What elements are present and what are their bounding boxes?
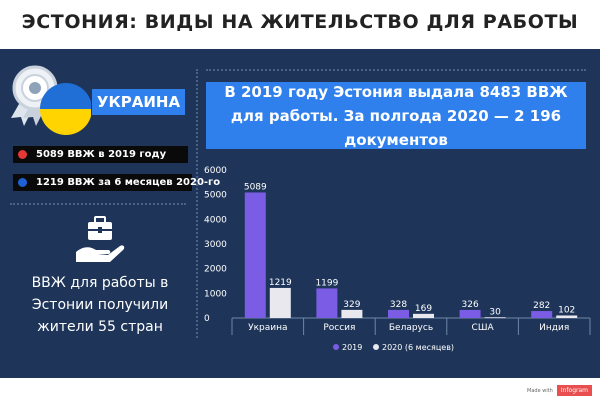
y-tick-label: 5000 — [204, 191, 227, 201]
data-label: 328 — [390, 300, 407, 310]
stat-2019-pill: 5089 ВВЖ в 2019 году — [13, 146, 188, 163]
bar-2020 (6 месяцев) — [341, 309, 363, 318]
data-label: 326 — [462, 300, 479, 310]
data-label: 282 — [533, 301, 550, 311]
legend-label: 2020 (6 месяцев) — [382, 343, 454, 352]
legend-marker — [373, 344, 379, 350]
bar-2019 — [244, 192, 266, 318]
bar-2020 (6 месяцев) — [269, 287, 291, 318]
stat-2020-dot-icon — [18, 178, 27, 187]
stat-2019-text: 5089 ВВЖ в 2019 году — [36, 149, 167, 160]
medal-ukraine-flag-icon — [11, 65, 91, 135]
data-label: 1219 — [269, 278, 292, 288]
y-tick-label: 6000 — [204, 166, 227, 176]
data-label: 169 — [415, 304, 432, 314]
vertical-divider — [196, 69, 198, 338]
horizontal-divider — [10, 203, 186, 205]
y-tick-label: 2000 — [204, 265, 227, 275]
bar-2019 — [531, 311, 553, 318]
category-label: Индия — [539, 323, 569, 333]
stat-2020-pill: 1219 ВВЖ за 6 месяцев 2020-го — [13, 174, 220, 191]
bar-2020 (6 месяцев) — [413, 313, 434, 318]
category-label: США — [472, 323, 495, 333]
page-title: ЭСТОНИЯ: ВИДЫ НА ЖИТЕЛЬСТВО ДЛЯ РАБОТЫ — [21, 11, 579, 33]
data-label: 1199 — [315, 278, 338, 288]
legend-label: 2019 — [342, 343, 362, 352]
bar-2019 — [459, 309, 481, 318]
legend-marker — [333, 344, 339, 350]
data-label: 102 — [558, 305, 575, 315]
y-tick-label: 1000 — [204, 289, 227, 299]
category-label: Украина — [248, 323, 287, 333]
made-with-text: Made with — [527, 387, 553, 394]
top-divider — [206, 69, 586, 71]
summary-text: ВВЖ для работы в Эстонии получили жители… — [31, 275, 169, 335]
data-label: 329 — [343, 300, 360, 310]
bar-2020 (6 месяцев) — [484, 317, 506, 319]
data-label: 5089 — [244, 182, 267, 192]
bar-2020 (6 месяцев) — [556, 315, 578, 318]
stat-2020-text: 1219 ВВЖ за 6 месяцев 2020-го — [36, 177, 221, 188]
y-tick-label: 4000 — [204, 215, 227, 225]
country-badge: УКРАИНА — [92, 89, 185, 115]
y-tick-label: 3000 — [204, 240, 227, 250]
category-label: Беларусь — [389, 323, 433, 333]
bar-2019 — [316, 288, 338, 318]
bar-chart: 0 1000 2000 3000 4000 5000 6000 5089 1219 Украина… — [204, 166, 591, 352]
briefcase-in-hand-icon — [76, 216, 125, 262]
infogram-brand: Infogram — [556, 385, 592, 396]
credit: Made with Infogram — [527, 385, 592, 396]
category-label: Россия — [323, 323, 355, 333]
data-label: 30 — [489, 307, 501, 317]
headline-banner: В 2019 году Эстония выдала 8483 ВВЖ для … — [206, 82, 586, 149]
bar-2019 — [388, 309, 409, 318]
stat-2019-dot-icon — [18, 150, 27, 159]
y-tick-label: 0 — [204, 314, 210, 324]
